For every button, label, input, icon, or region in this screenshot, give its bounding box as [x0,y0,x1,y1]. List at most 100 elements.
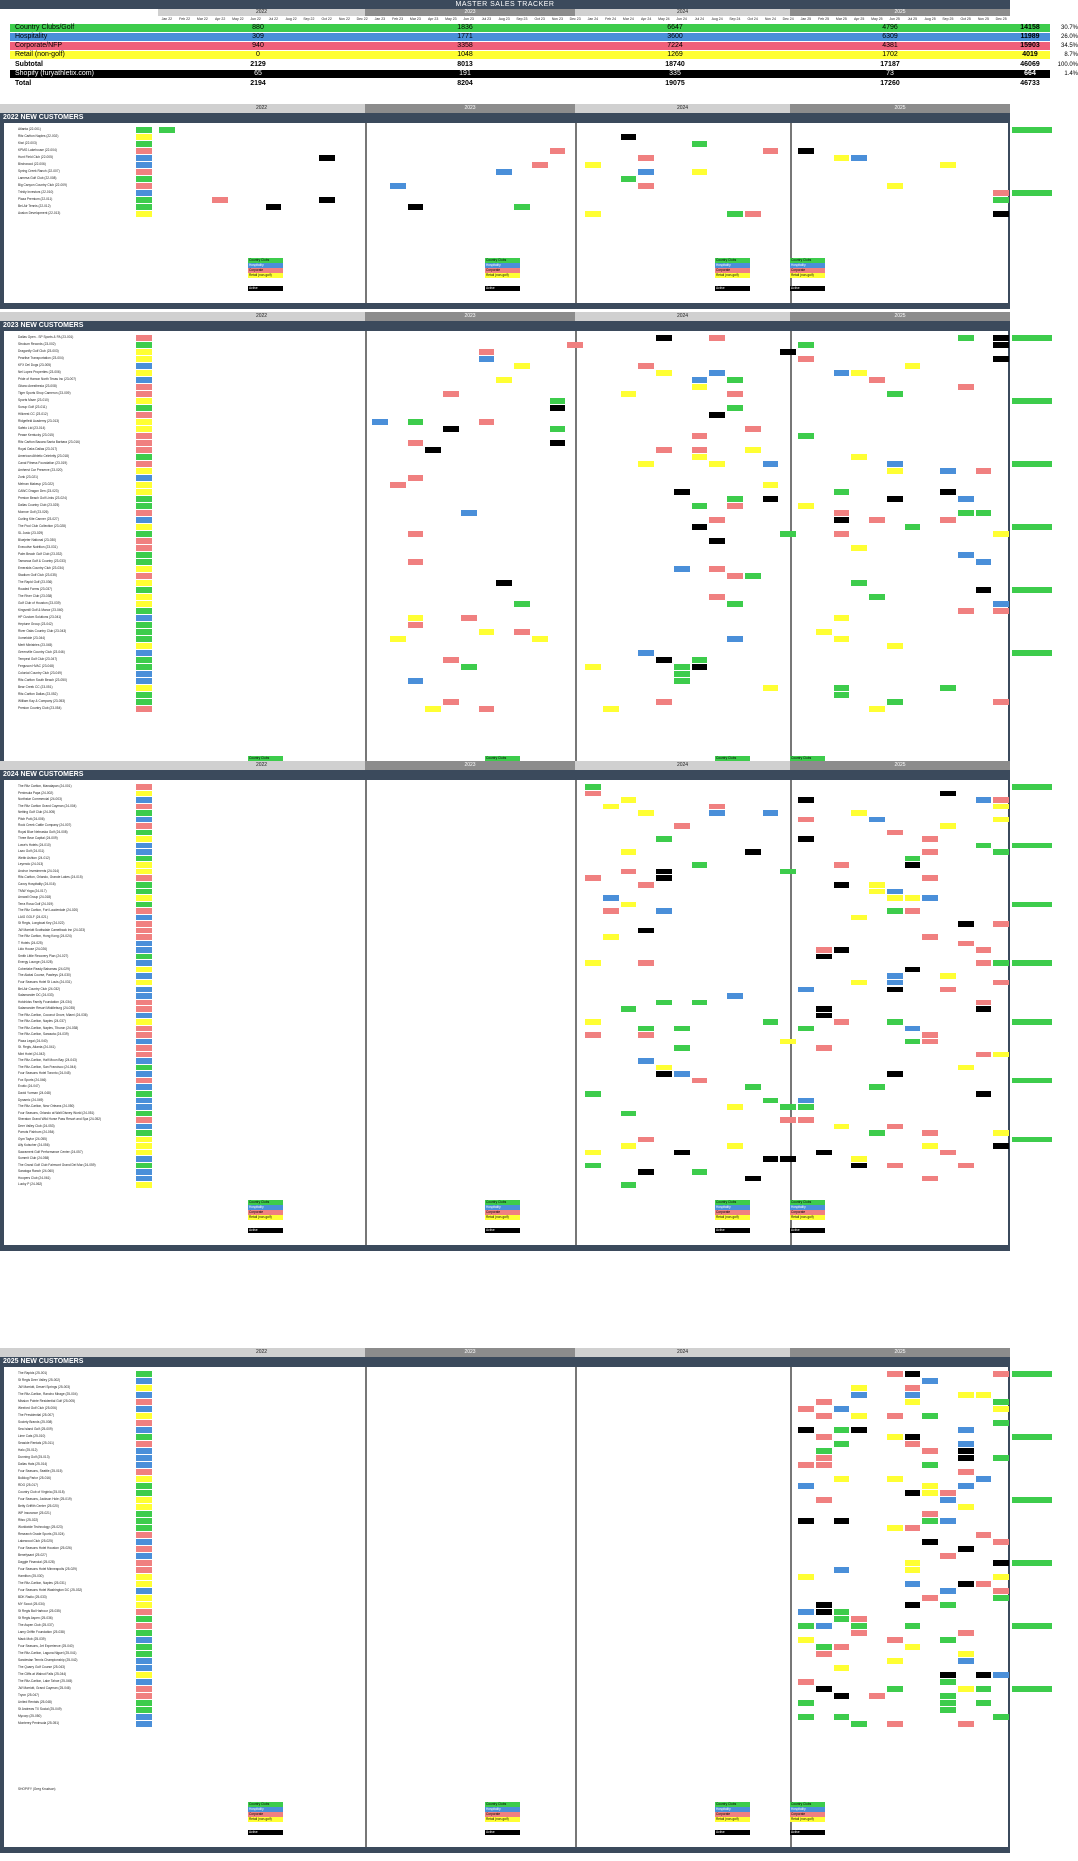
order-cell[interactable] [922,836,938,842]
order-cell[interactable] [656,836,672,842]
order-cell[interactable] [833,370,850,376]
order-cell[interactable] [957,1483,974,1489]
order-cell[interactable] [656,999,672,1006]
order-cell[interactable] [673,678,690,684]
order-cell[interactable] [904,1434,921,1440]
order-cell[interactable] [833,489,850,495]
order-cell[interactable] [975,1581,992,1587]
order-cell[interactable] [904,1644,921,1650]
order-cell[interactable] [993,699,1009,705]
order-cell[interactable] [656,657,672,663]
order-cell[interactable] [762,496,779,502]
order-cell[interactable] [673,1149,690,1156]
order-cell[interactable] [815,1602,832,1608]
order-cell[interactable] [851,1616,867,1622]
order-cell[interactable] [585,1032,601,1038]
order-cell[interactable] [993,1051,1009,1058]
order-cell[interactable] [833,685,850,691]
order-cell[interactable] [762,685,779,691]
order-cell[interactable] [993,1714,1009,1720]
order-cell[interactable] [673,823,690,829]
order-cell[interactable] [904,1392,921,1398]
order-cell[interactable] [460,664,477,670]
order-cell[interactable] [851,1721,867,1727]
order-cell[interactable] [407,475,424,481]
order-cell[interactable] [904,524,921,530]
order-cell[interactable] [744,1084,761,1090]
order-cell[interactable] [975,1672,992,1678]
order-cell[interactable] [691,503,708,509]
order-cell[interactable] [993,190,1009,196]
order-cell[interactable] [851,1413,867,1419]
order-cell[interactable] [780,1156,796,1162]
order-cell[interactable] [993,1406,1009,1412]
order-cell[interactable] [815,947,832,953]
order-cell[interactable] [869,1084,885,1090]
order-cell[interactable] [460,615,477,621]
order-cell[interactable] [833,531,850,537]
order-cell[interactable] [443,657,459,663]
order-cell[interactable] [957,940,974,947]
order-cell[interactable] [780,349,796,355]
order-cell[interactable] [798,342,814,348]
order-cell[interactable] [886,461,903,467]
order-cell[interactable] [744,573,761,579]
order-cell[interactable] [851,979,867,986]
order-cell[interactable] [727,993,743,999]
order-cell[interactable] [407,531,424,537]
order-cell[interactable] [798,1117,814,1123]
order-cell[interactable] [833,1693,850,1699]
order-cell[interactable] [886,895,903,901]
order-cell[interactable] [407,419,424,425]
order-cell[interactable] [922,1130,938,1136]
order-cell[interactable] [904,1385,921,1391]
order-cell[interactable] [443,426,459,432]
order-cell[interactable] [620,797,637,803]
order-cell[interactable] [656,1071,672,1077]
order-cell[interactable] [886,973,903,979]
order-cell[interactable] [957,510,974,516]
order-cell[interactable] [407,559,424,565]
order-cell[interactable] [922,1462,938,1468]
order-cell[interactable] [585,162,601,168]
order-cell[interactable] [904,1025,921,1032]
order-cell[interactable] [833,1406,850,1412]
order-cell[interactable] [993,197,1009,203]
order-cell[interactable] [478,419,495,425]
order-cell[interactable] [478,629,495,635]
order-cell[interactable] [993,1371,1009,1377]
order-cell[interactable] [922,1490,938,1496]
order-cell[interactable] [922,1539,938,1545]
order-cell[interactable] [762,482,779,488]
order-cell[interactable] [673,664,690,670]
order-cell[interactable] [957,552,974,558]
order-cell[interactable] [727,211,743,217]
order-cell[interactable] [798,356,814,362]
order-cell[interactable] [673,671,690,677]
order-cell[interactable] [762,1156,779,1162]
order-cell[interactable] [815,1455,832,1461]
order-cell[interactable] [620,868,637,875]
order-cell[interactable] [993,1574,1009,1580]
order-cell[interactable] [744,447,761,453]
order-cell[interactable] [798,1104,814,1110]
order-cell[interactable] [869,517,885,523]
order-cell[interactable] [957,1441,974,1447]
order-cell[interactable] [922,1413,938,1419]
order-cell[interactable] [389,183,406,189]
order-cell[interactable] [673,489,690,495]
order-cell[interactable] [265,204,282,210]
order-cell[interactable] [727,496,743,502]
order-cell[interactable] [957,1162,974,1169]
order-cell[interactable] [691,141,708,147]
order-cell[interactable] [886,643,903,649]
order-cell[interactable] [851,1630,867,1636]
order-cell[interactable] [638,810,654,816]
order-cell[interactable] [975,1091,992,1097]
order-cell[interactable] [886,1525,903,1531]
order-cell[interactable] [904,966,921,973]
order-cell[interactable] [957,1427,974,1433]
order-cell[interactable] [656,868,672,875]
order-cell[interactable] [833,1019,850,1025]
order-cell[interactable] [602,706,619,712]
